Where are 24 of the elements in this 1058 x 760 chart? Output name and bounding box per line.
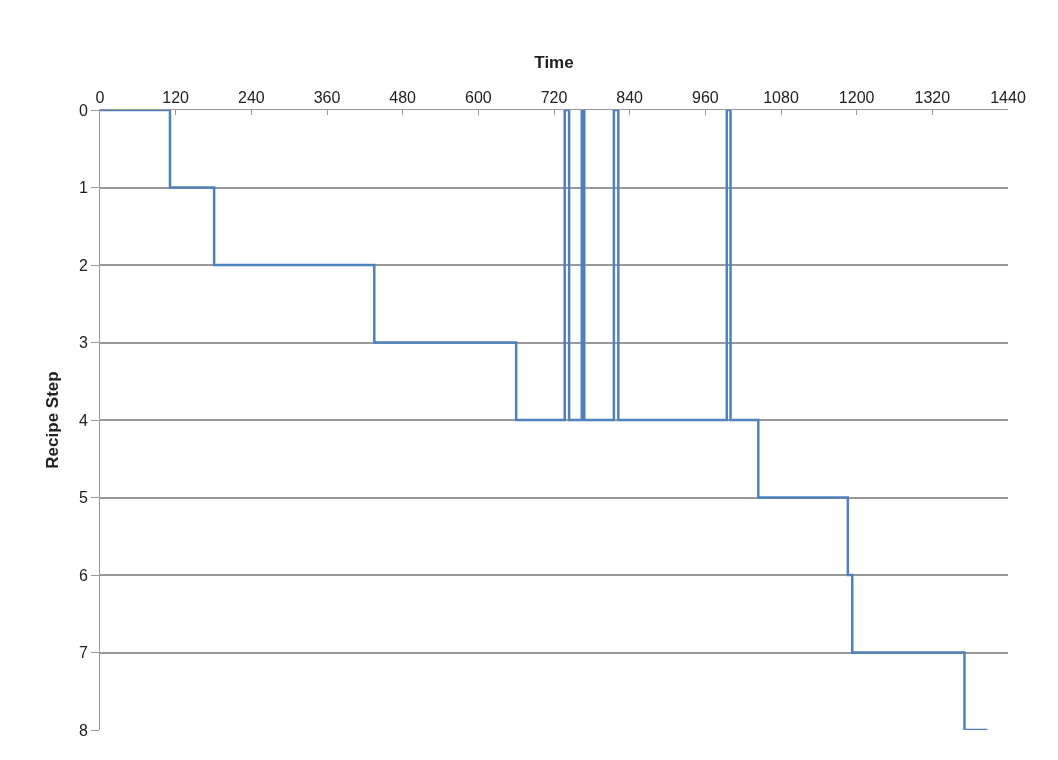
y-tick-label: 5 [78, 489, 88, 507]
y-tick-label: 0 [78, 101, 88, 119]
x-tick-label: 1440 [990, 88, 1026, 106]
x-tick-label: 1080 [763, 88, 799, 106]
y-tick-label: 3 [78, 334, 88, 352]
y-tick-label: 4 [78, 411, 88, 429]
x-tick-label: 1200 [838, 88, 875, 106]
x-tick-label: 960 [691, 88, 719, 106]
x-tick-label: 240 [237, 88, 265, 106]
y-tick-label: 1 [78, 179, 88, 197]
y-tick-label: 2 [78, 256, 88, 274]
x-tick-label: 720 [540, 88, 568, 106]
x-tick-label: 1320 [914, 88, 951, 106]
y-tick-label: 8 [78, 721, 88, 739]
y-tick-label: 6 [78, 566, 88, 584]
x-tick-label: 0 [95, 88, 105, 106]
x-tick-label: 120 [162, 88, 190, 106]
y-tick-label: 7 [78, 644, 88, 662]
x-tick-label: 840 [616, 88, 644, 106]
x-tick-label: 360 [313, 88, 341, 106]
x-tick-label: 480 [389, 88, 417, 106]
x-axis-title: Time [534, 53, 574, 73]
y-axis-title: Recipe Step [43, 371, 63, 469]
x-tick-label: 600 [464, 88, 492, 106]
